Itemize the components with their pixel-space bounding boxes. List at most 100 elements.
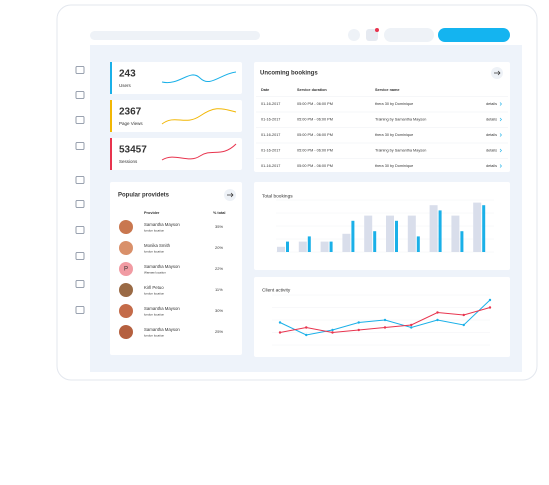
cell: 01-16-2017: [261, 102, 280, 106]
point: [331, 328, 334, 332]
kpi-value: 2367: [119, 107, 142, 118]
bar: [429, 205, 438, 252]
panel-title: Client activity: [262, 287, 291, 293]
point: [383, 326, 387, 329]
cell: Training by Samantha Mayson: [375, 149, 426, 153]
provider-location: Warsaw location: [144, 270, 166, 274]
point: [278, 321, 282, 324]
kpi-label: Sessions: [119, 159, 138, 164]
point: [410, 326, 413, 329]
nav-icon[interactable]: [75, 280, 85, 288]
details-link[interactable]: details: [486, 102, 497, 106]
sparkline: [161, 143, 237, 161]
nav-icon[interactable]: [75, 306, 85, 314]
point: [436, 318, 439, 322]
primary-button[interactable]: [438, 28, 510, 42]
column-header: Service duration: [297, 88, 327, 92]
kpi-accent: [110, 62, 112, 94]
panel: [110, 62, 242, 94]
nav-icon[interactable]: [75, 200, 85, 208]
bar: [286, 241, 289, 252]
bar: [482, 205, 486, 252]
sparkline: [161, 71, 237, 84]
bar: [364, 215, 373, 252]
panel: [110, 100, 242, 132]
search-bar[interactable]: [90, 31, 260, 40]
panel: [254, 62, 510, 172]
cell: 01-16-2017: [261, 133, 280, 137]
bar: [307, 236, 311, 252]
avatar: [119, 283, 133, 297]
point: [436, 311, 439, 314]
point: [331, 331, 334, 334]
bar: [386, 215, 394, 252]
column-header: Provider: [144, 211, 160, 215]
details-link[interactable]: details: [486, 149, 497, 153]
provider-location: london location: [144, 333, 165, 337]
kpi-accent: [110, 100, 112, 132]
point: [357, 328, 360, 332]
cell: 05:00 PM - 06:00 PM: [297, 102, 333, 106]
nav-icon[interactable]: [75, 116, 85, 124]
provider-share: 30%: [215, 308, 223, 313]
provider-location: london location: [144, 312, 165, 316]
provider-share: 22%: [215, 266, 223, 271]
pill-button[interactable]: [384, 28, 434, 42]
nav-icon[interactable]: [75, 91, 85, 99]
notification-button[interactable]: [366, 29, 378, 41]
point: [305, 326, 308, 329]
provider-name: Monika Smith: [144, 243, 171, 248]
provider-name: Samantha Mayson: [144, 327, 180, 332]
provider-share: 35%: [215, 224, 223, 229]
provider-location: london location: [144, 249, 165, 253]
chevron: [499, 117, 502, 122]
point: [305, 333, 308, 337]
bar: [320, 241, 329, 252]
details-link[interactable]: details: [486, 164, 497, 168]
details-link[interactable]: details: [486, 118, 497, 122]
column-header: Date: [261, 88, 269, 92]
cell: 05:00 PM - 06:00 PM: [297, 133, 333, 137]
details-link[interactable]: details: [486, 133, 497, 137]
avatar: [119, 241, 133, 255]
nav-icon[interactable]: [75, 66, 85, 74]
kpi-label: Page Views: [119, 121, 143, 126]
cell: 01-16-2017: [261, 164, 280, 168]
point: [462, 313, 465, 317]
kpi-value: 53457: [119, 145, 147, 156]
provider-name: Kirll Petuo: [144, 285, 164, 290]
provider-share: 20%: [215, 245, 223, 250]
nav-icon[interactable]: [75, 176, 85, 184]
bar: [451, 215, 460, 252]
point: [383, 318, 387, 322]
nav-icon[interactable]: [75, 252, 85, 260]
bar: [342, 233, 351, 252]
bar: [277, 246, 285, 252]
cell: 05:00 PM - 06:00 PM: [297, 149, 333, 153]
bar: [329, 241, 333, 252]
panel: [254, 277, 510, 357]
arrow: [494, 70, 501, 76]
column-header: Service name: [375, 88, 400, 92]
bar: [351, 220, 355, 252]
point: [462, 323, 465, 327]
bar: [395, 220, 398, 252]
avatar: [119, 325, 133, 339]
nav-icon[interactable]: [75, 226, 85, 234]
icon-button[interactable]: [348, 29, 360, 41]
sparkline: [161, 108, 237, 125]
provider-location: london location: [144, 228, 165, 232]
provider-share: 11%: [215, 287, 223, 292]
bar: [373, 231, 377, 252]
provider-share: 25%: [215, 329, 223, 334]
nav-icon[interactable]: [75, 142, 85, 150]
cell: 01-16-2017: [261, 149, 280, 153]
bar: [473, 202, 482, 252]
panel: [110, 182, 242, 355]
avatar-initial: P: [124, 267, 128, 273]
chevron: [499, 102, 502, 106]
cell: 05:00 PM - 06:00 PM: [297, 164, 333, 168]
panel-title: Total bookings: [262, 193, 293, 199]
cell: 05:00 PM - 06:00 PM: [297, 118, 333, 122]
